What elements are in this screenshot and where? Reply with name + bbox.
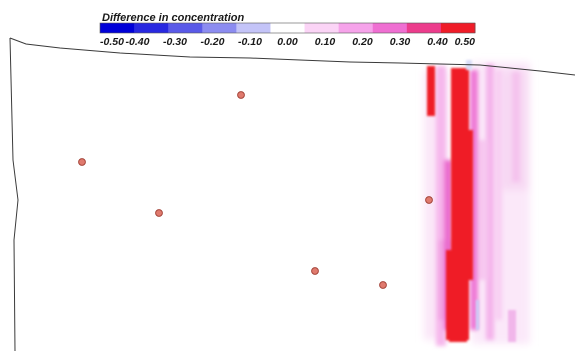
legend-tick-label: 0.10 [315, 36, 336, 48]
plume-streak-e [478, 140, 488, 280]
legend-swatch [440, 23, 476, 33]
legend-swatch [304, 23, 340, 33]
plume-magenta-b [444, 160, 452, 330]
legend-tick-label: 0.30 [390, 36, 411, 48]
legend-frame [99, 22, 476, 34]
monitoring-wells [78, 91, 433, 289]
legend-tick-label: 0.20 [352, 36, 373, 48]
legend-tick-label: -0.10 [238, 36, 262, 48]
legend-tick-label: 0.40 [427, 36, 448, 48]
legend-swatch [338, 23, 374, 33]
legend-swatch [134, 23, 169, 33]
plume-streak-d [512, 72, 520, 182]
plume-blue-trace-a [476, 300, 479, 330]
legend-color-bar [99, 22, 476, 34]
legend-swatch [168, 23, 203, 33]
plume-streak-c [496, 70, 502, 320]
legend-tick-label: -0.30 [163, 36, 187, 48]
legend-tick-label: -0.20 [201, 36, 225, 48]
legend-tick-label: -0.50 [100, 36, 124, 48]
well-marker[interactable] [78, 158, 86, 166]
plume-core-mid [461, 130, 473, 280]
legend-swatch [270, 23, 306, 33]
legend-swatch [236, 23, 271, 33]
legend-tick-labels: -0.50 -0.40 -0.30 -0.20 -0.10 0.00 0.10 0.20 0.3… [100, 36, 475, 48]
legend-swatch [372, 23, 408, 33]
legend-swatch [202, 23, 237, 33]
plume-lower-right [508, 310, 516, 342]
left-boundary-outline [9, 37, 19, 351]
plume-core-bottom [449, 320, 467, 342]
concentration-plume [424, 60, 530, 346]
plume-streak-a [436, 66, 446, 346]
legend-tick-label: -0.40 [126, 36, 150, 48]
plume-streak-b [486, 64, 494, 340]
plume-magenta-a [470, 70, 478, 330]
legend-tick-label: 0.50 [455, 36, 476, 48]
legend-title: Difference in concentration [102, 12, 244, 24]
plume-core-left [427, 66, 435, 116]
plume-core-lower [446, 250, 460, 340]
well-marker[interactable] [311, 267, 319, 275]
well-marker[interactable] [379, 281, 387, 289]
legend-swatch [406, 23, 442, 33]
color-legend: Difference in concentration -0.50 -0.40 -0… [99, 12, 476, 48]
legend-swatch [100, 23, 135, 33]
legend-tick-label: 0.00 [277, 36, 298, 48]
well-marker[interactable] [237, 91, 245, 99]
well-marker[interactable] [425, 196, 433, 204]
ground-surface-outline [9, 37, 575, 76]
well-marker[interactable] [155, 209, 163, 217]
